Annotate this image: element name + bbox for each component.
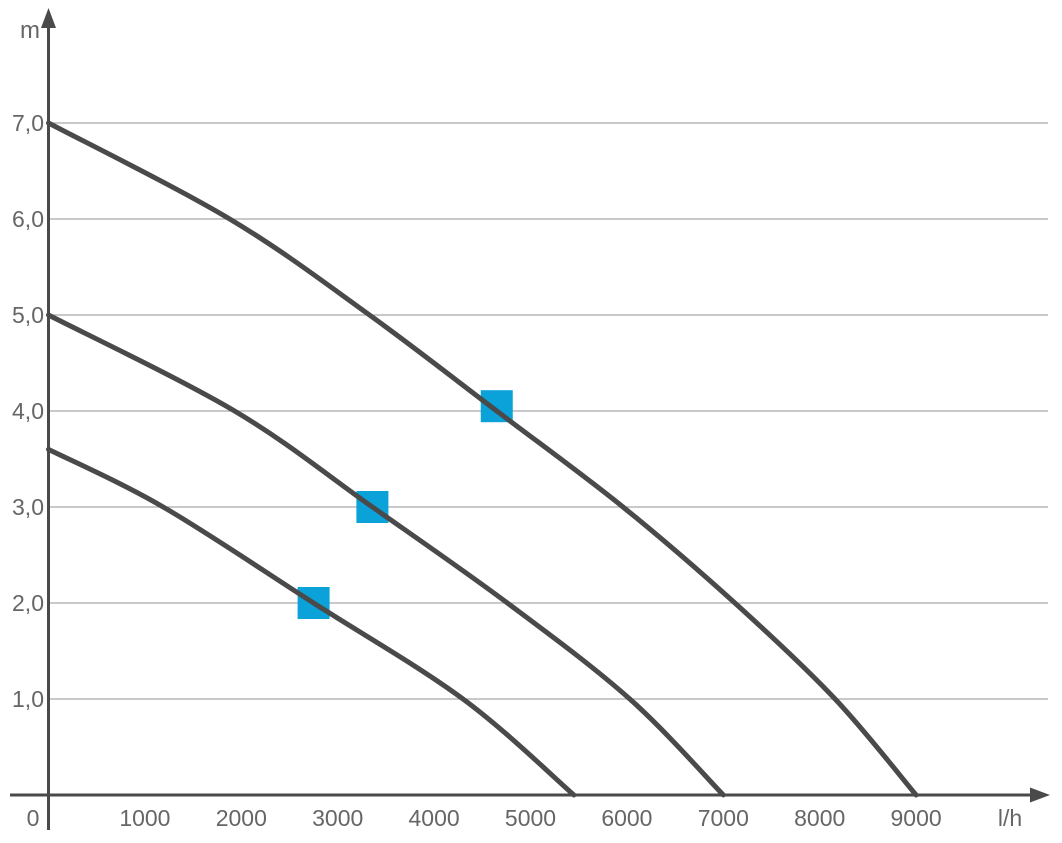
x-tick-label-0: 0 bbox=[27, 805, 40, 831]
pump-curve-max-head-3-6m bbox=[46, 446, 577, 798]
x-tick-label-4000: 4000 bbox=[409, 805, 460, 831]
x-tick-label-6000: 6000 bbox=[601, 805, 652, 831]
y-tick-label-6: 6,0 bbox=[12, 206, 44, 232]
y-axis-unit-label: m bbox=[20, 17, 40, 44]
y-tick-label-2: 2,0 bbox=[12, 590, 44, 616]
x-tick-label-5000: 5000 bbox=[505, 805, 556, 831]
y-tick-label-1: 1,0 bbox=[12, 686, 44, 712]
y-tick-label-3: 3,0 bbox=[12, 494, 44, 520]
y-axis-arrowhead-icon bbox=[41, 8, 56, 28]
x-tick-label-7000: 7000 bbox=[698, 805, 749, 831]
x-axis-unit-label: l/h bbox=[998, 805, 1022, 831]
y-tick-label-5: 5,0 bbox=[12, 302, 44, 328]
x-tick-label-8000: 8000 bbox=[794, 805, 845, 831]
pump-curve-max-head-5m bbox=[46, 312, 726, 798]
x-axis-arrowhead-icon bbox=[1030, 787, 1050, 803]
x-tick-label-2000: 2000 bbox=[216, 805, 267, 831]
x-tick-label-9000: 9000 bbox=[891, 805, 942, 831]
y-tick-label-7: 7,0 bbox=[12, 110, 44, 136]
y-tick-label-4: 4,0 bbox=[12, 398, 44, 424]
pump-curve-max-head-7m bbox=[46, 120, 919, 798]
x-tick-label-1000: 1000 bbox=[119, 805, 170, 831]
x-tick-label-3000: 3000 bbox=[312, 805, 363, 831]
